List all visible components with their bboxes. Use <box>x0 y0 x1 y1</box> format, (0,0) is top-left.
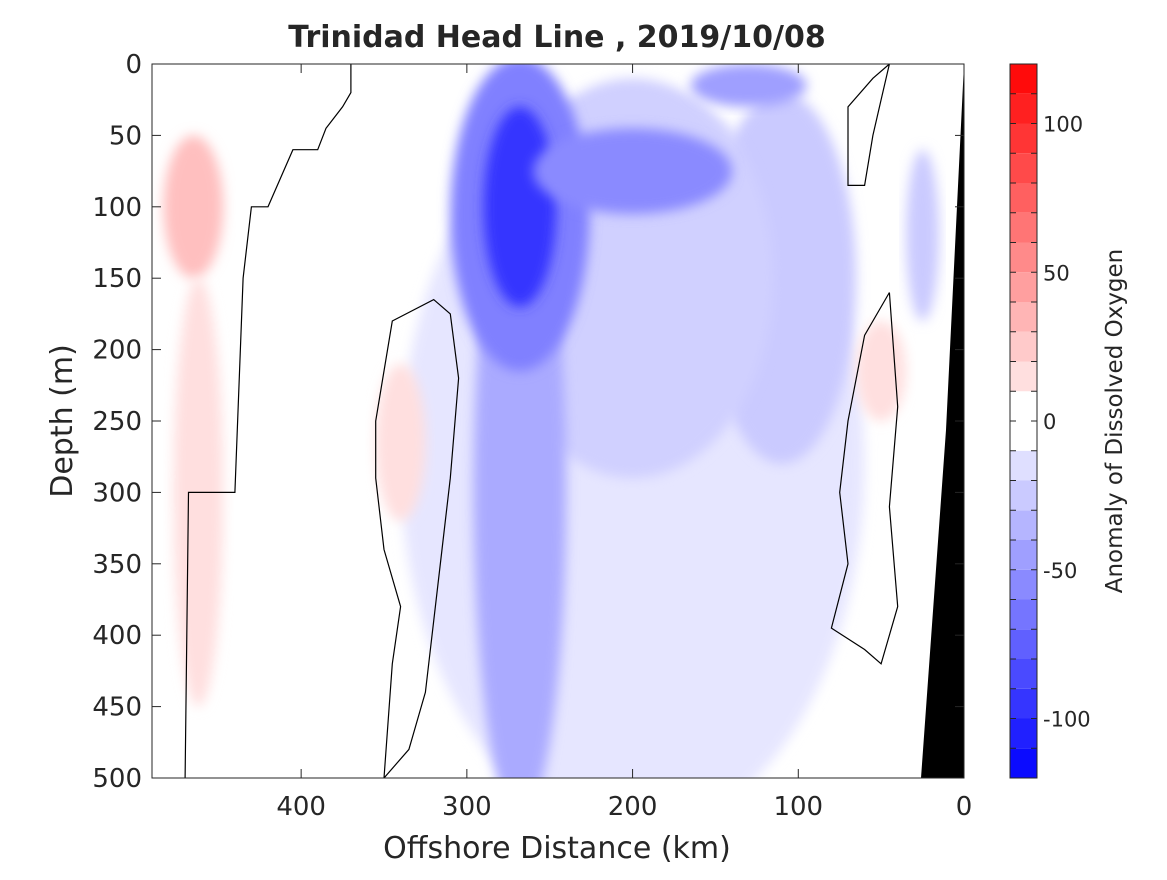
colorbar-level <box>1010 510 1037 540</box>
negative-anomaly-region <box>483 106 557 307</box>
colorbar-tick-label: 50 <box>1043 261 1070 285</box>
x-axis: 400 300 200 100 0 <box>276 64 972 822</box>
y-tick-label: 150 <box>92 264 142 294</box>
colorbar-level <box>1010 212 1037 243</box>
zero-contour-line <box>375 298 460 778</box>
x-tick-label: 200 <box>608 792 658 822</box>
x-tick-label: 300 <box>442 792 492 822</box>
y-tick-label: 50 <box>109 121 142 151</box>
colorbar-level <box>1010 361 1037 392</box>
positive-anomaly-region <box>856 321 907 421</box>
colorbar-level <box>1010 93 1037 124</box>
colorbar-level <box>1010 64 1037 94</box>
colorbar-level <box>1010 599 1037 630</box>
chart-title: Trinidad Head Line , 2019/10/08 <box>288 20 825 55</box>
colorbar-level <box>1010 480 1037 511</box>
x-tick-label: 100 <box>773 792 823 822</box>
colorbar-level <box>1010 391 1037 421</box>
colorbar-tick-label: -100 <box>1043 708 1091 732</box>
colorbar-level <box>1010 629 1037 659</box>
zero-contour-line <box>184 64 352 778</box>
colorbar-level <box>1010 421 1037 451</box>
x-tick-label: 400 <box>276 792 326 822</box>
x-tick-label: 0 <box>956 792 973 822</box>
seafloor-bathymetry <box>921 64 964 778</box>
anomaly-field <box>163 64 940 778</box>
colorbar-level <box>1010 331 1037 362</box>
y-tick-label: 450 <box>92 693 142 723</box>
negative-anomaly-region <box>533 128 732 214</box>
zero-contour-line <box>830 292 899 665</box>
colorbar-level <box>1010 748 1037 778</box>
colorbar-tick-label: 0 <box>1043 410 1056 434</box>
colorbar-level <box>1010 450 1037 481</box>
colorbar-tick-label: -50 <box>1043 559 1077 583</box>
y-tick-label: 300 <box>92 478 142 508</box>
y-tick-label: 100 <box>92 193 142 223</box>
negative-anomaly-region <box>690 64 807 107</box>
y-tick-label: 250 <box>92 407 142 437</box>
y-tick-label: 500 <box>92 764 142 794</box>
x-axis-label: Offshore Distance (km) <box>383 831 731 866</box>
y-axis: 0 50 100 150 200 250 300 350 400 450 500 <box>92 50 964 794</box>
colorbar-level <box>1010 153 1037 183</box>
y-tick-label: 0 <box>125 50 142 80</box>
colorbar-tick-label: 100 <box>1043 113 1083 137</box>
colorbar-frame <box>1009 63 1038 779</box>
colorbar-label: Anomaly of Dissolved Oxygen <box>1102 249 1128 594</box>
colorbar-level <box>1010 123 1037 154</box>
colorbar-level <box>1010 659 1037 689</box>
y-tick-label: 350 <box>92 550 142 580</box>
colorbar-level <box>1010 183 1037 213</box>
positive-anomaly-region <box>375 363 426 521</box>
colorbar-level <box>1010 302 1037 332</box>
colorbar: 100 50 0 -50 -100 <box>1009 63 1091 779</box>
colorbar-level <box>1010 242 1037 273</box>
colorbar-level <box>1010 272 1037 302</box>
zero-contour-line <box>847 64 890 186</box>
plot-area <box>151 63 965 779</box>
positive-anomaly-region <box>163 135 224 279</box>
y-tick-label: 200 <box>92 336 142 366</box>
y-tick-label: 400 <box>92 621 142 651</box>
colorbar-level <box>1010 718 1037 749</box>
zero-contours <box>184 64 899 778</box>
colorbar-level <box>1010 569 1037 600</box>
negative-anomaly-region <box>906 149 940 322</box>
colorbar-level <box>1010 688 1037 719</box>
y-axis-label: Depth (m) <box>45 344 80 498</box>
colorbar-level <box>1010 540 1037 570</box>
